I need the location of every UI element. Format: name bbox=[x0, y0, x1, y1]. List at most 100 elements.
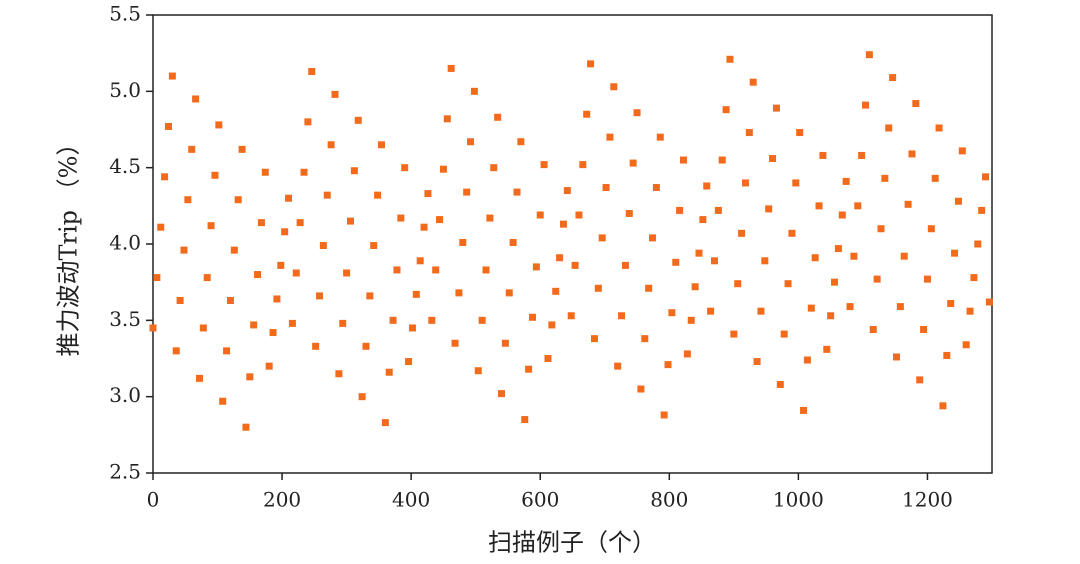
point bbox=[649, 234, 657, 242]
y-tick-label: 2.5 bbox=[109, 460, 141, 484]
point bbox=[645, 284, 653, 292]
point bbox=[625, 209, 633, 217]
point bbox=[300, 168, 308, 176]
point bbox=[811, 254, 819, 262]
point bbox=[966, 307, 974, 315]
point bbox=[312, 342, 320, 350]
point bbox=[958, 147, 966, 155]
point bbox=[761, 257, 769, 265]
x-tick-label: 1200 bbox=[902, 488, 953, 512]
point bbox=[358, 393, 366, 401]
point bbox=[699, 216, 707, 224]
point bbox=[881, 174, 889, 182]
point bbox=[540, 161, 548, 169]
point bbox=[370, 242, 378, 250]
point bbox=[443, 115, 451, 123]
point bbox=[219, 397, 227, 405]
point bbox=[970, 274, 978, 282]
point bbox=[439, 165, 447, 173]
point bbox=[354, 116, 362, 124]
y-axis-label: 推力波动Trip （%） bbox=[55, 132, 83, 357]
point bbox=[827, 312, 835, 320]
point bbox=[412, 290, 420, 298]
point bbox=[323, 191, 331, 199]
point bbox=[916, 376, 924, 384]
point bbox=[707, 307, 715, 315]
point bbox=[610, 83, 618, 91]
point bbox=[908, 150, 916, 158]
point bbox=[912, 100, 920, 108]
point bbox=[784, 280, 792, 288]
point bbox=[172, 347, 180, 355]
point bbox=[362, 342, 370, 350]
point bbox=[420, 223, 428, 231]
point bbox=[164, 122, 172, 130]
point bbox=[606, 133, 614, 141]
point bbox=[772, 104, 780, 112]
point bbox=[459, 238, 467, 246]
point bbox=[548, 321, 556, 329]
point bbox=[273, 295, 281, 303]
point bbox=[269, 329, 277, 337]
point bbox=[943, 351, 951, 359]
point bbox=[741, 179, 749, 187]
x-tick-label: 200 bbox=[263, 488, 301, 512]
point bbox=[346, 217, 354, 225]
point bbox=[726, 55, 734, 63]
point bbox=[889, 74, 897, 82]
y-tick-label: 4.5 bbox=[109, 154, 141, 178]
point bbox=[776, 380, 784, 388]
point bbox=[923, 275, 931, 283]
point bbox=[629, 159, 637, 167]
point bbox=[931, 174, 939, 182]
point bbox=[199, 324, 207, 332]
plot-frame bbox=[152, 14, 993, 474]
point bbox=[528, 313, 536, 321]
point bbox=[153, 274, 161, 282]
point bbox=[823, 345, 831, 353]
point bbox=[571, 261, 579, 269]
point bbox=[652, 184, 660, 192]
point bbox=[664, 361, 672, 369]
point bbox=[238, 145, 246, 153]
point bbox=[226, 296, 234, 304]
x-axis-label: 扫描例子（个） bbox=[488, 529, 656, 557]
point bbox=[482, 266, 490, 274]
point bbox=[668, 309, 676, 317]
point bbox=[982, 173, 990, 181]
point bbox=[494, 113, 502, 121]
y-tick-label: 5.5 bbox=[109, 2, 141, 26]
point bbox=[405, 358, 413, 366]
point bbox=[230, 246, 238, 254]
point bbox=[920, 325, 928, 333]
point bbox=[575, 211, 583, 219]
point bbox=[246, 373, 254, 381]
point bbox=[517, 138, 525, 146]
point bbox=[424, 190, 432, 198]
point bbox=[745, 129, 753, 137]
point bbox=[331, 90, 339, 98]
point bbox=[401, 164, 409, 172]
point bbox=[892, 353, 900, 361]
point bbox=[703, 182, 711, 190]
point bbox=[397, 214, 405, 222]
point bbox=[947, 300, 955, 308]
point bbox=[447, 64, 455, 72]
point bbox=[985, 298, 993, 306]
point bbox=[594, 284, 602, 292]
point bbox=[567, 312, 575, 320]
point bbox=[513, 188, 521, 196]
point bbox=[563, 187, 571, 195]
point bbox=[389, 316, 397, 324]
point bbox=[637, 385, 645, 393]
point bbox=[463, 188, 471, 196]
point bbox=[873, 275, 881, 283]
point bbox=[180, 246, 188, 254]
point bbox=[161, 173, 169, 181]
point bbox=[954, 197, 962, 205]
point bbox=[381, 419, 389, 427]
point bbox=[377, 141, 385, 149]
y-tick-label: 4.0 bbox=[109, 231, 141, 255]
point bbox=[552, 287, 560, 295]
